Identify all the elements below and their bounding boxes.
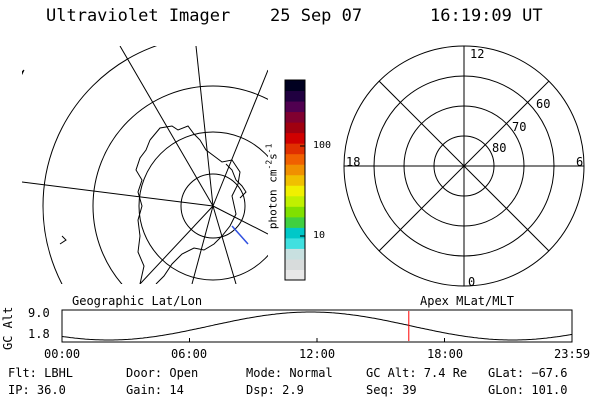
colorbar-band xyxy=(285,164,305,176)
alt-xtick-0600: 06:00 xyxy=(171,347,208,361)
colorbar-band xyxy=(285,227,305,239)
island xyxy=(59,235,67,245)
alt-ylabel: GC Alt xyxy=(1,306,15,350)
colorbar-band xyxy=(285,122,305,134)
colorbar-band xyxy=(285,216,305,228)
lat-circle-1 xyxy=(180,173,246,239)
alt-xtick-0000: 00:00 xyxy=(44,347,81,361)
status-gain: Gain: 14 xyxy=(126,383,184,397)
observation-date: 25 Sep 07 xyxy=(270,6,363,26)
meridian-2 xyxy=(119,46,214,207)
meridian-4 xyxy=(212,69,268,207)
alt-xtick-1800: 18:00 xyxy=(427,347,464,361)
colorbar-band xyxy=(285,237,305,249)
colorbar-band xyxy=(285,80,305,92)
coastline-detail xyxy=(225,163,247,199)
coastline xyxy=(135,125,241,284)
colorbar-tick-label-100: 100 xyxy=(313,140,332,151)
colorbar-band xyxy=(285,248,305,260)
colorbar-band xyxy=(285,153,305,165)
colorbar-band xyxy=(285,174,305,186)
colorbar-band xyxy=(285,258,305,270)
mlt-label-0: 0 xyxy=(468,275,476,289)
colorbar-band xyxy=(285,206,305,218)
alt-ytick-1-8: 1.8 xyxy=(28,327,50,341)
colorbar-band xyxy=(285,90,305,102)
lat-circle-4 xyxy=(42,46,158,284)
status-dsp: Dsp: 2.9 xyxy=(246,383,304,397)
alt-ytick-9: 9.0 xyxy=(28,306,50,320)
map-fragment xyxy=(22,69,25,76)
alt-xticks xyxy=(61,338,573,342)
status-gc-alt: GC Alt: 7.4 Re xyxy=(366,366,468,380)
status-glon: GLon: 101.0 xyxy=(488,383,568,397)
colorbar-label: photon cm-2s-1 xyxy=(264,143,280,230)
meridian-5 xyxy=(212,205,268,235)
status-door: Door: Open xyxy=(126,366,199,380)
apex-label: Apex MLat/MLT xyxy=(420,294,514,308)
observation-time: 16:19:09 UT xyxy=(430,6,543,26)
colorbar-band xyxy=(285,132,305,144)
status-filter: Flt: LBHL xyxy=(8,366,74,380)
colorbar-band xyxy=(285,185,305,197)
meridian-3 xyxy=(195,46,214,207)
polar-grid xyxy=(343,45,585,287)
colorbar-band xyxy=(285,269,305,281)
colorbar xyxy=(285,80,305,281)
lat-circle-2 xyxy=(138,131,268,281)
lat-label-80: 80 xyxy=(492,141,507,155)
status-glat: GLat: −67.6 xyxy=(488,366,568,380)
status-ip: IP: 36.0 xyxy=(8,383,66,397)
colorbar-band xyxy=(285,101,305,113)
lat-label-60: 60 xyxy=(536,97,551,111)
colorbar-band xyxy=(285,195,305,207)
alt-xtick-1200: 12:00 xyxy=(299,347,336,361)
lat-label-70: 70 xyxy=(512,120,527,134)
status-mode: Mode: Normal xyxy=(246,366,333,380)
alt-plot-frame xyxy=(61,309,573,343)
meridian-7 xyxy=(191,205,214,284)
mlt-label-12: 12 xyxy=(470,47,485,61)
polar-diag-2 xyxy=(378,80,550,252)
terminator-mark xyxy=(231,225,249,245)
colorbar-frame xyxy=(284,79,306,281)
colorbar-band xyxy=(285,111,305,123)
meridian-8 xyxy=(139,205,214,284)
meridian-6 xyxy=(212,205,237,284)
meridian-1 xyxy=(22,181,214,207)
status-seq: Seq: 39 xyxy=(366,383,417,397)
lat-circle-3 xyxy=(92,85,268,284)
colorbar-tick-label-10: 10 xyxy=(313,230,326,241)
alt-xtick-2359: 23:59 xyxy=(554,347,591,361)
geographic-label: Geographic Lat/Lon xyxy=(72,294,203,308)
mlt-label-18: 18 xyxy=(346,155,361,169)
instrument-title: Ultraviolet Imager xyxy=(46,6,231,26)
colorbar-band xyxy=(285,143,305,155)
mlt-label-6: 6 xyxy=(576,155,584,169)
altitude-curve xyxy=(61,311,573,341)
